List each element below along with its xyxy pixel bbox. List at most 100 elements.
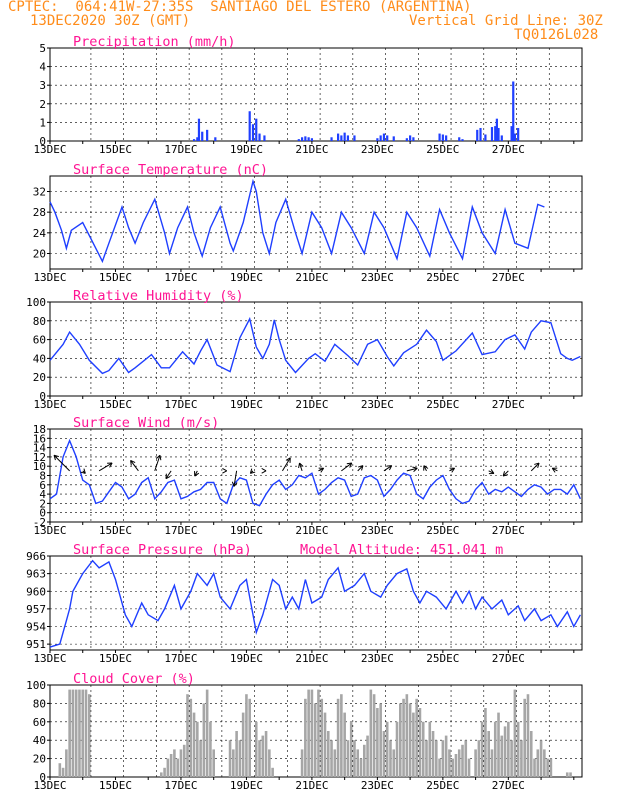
cloud-bar: [402, 698, 405, 777]
cloud-bar: [543, 749, 546, 777]
cloud-bar: [248, 698, 252, 777]
cloud-bar: [549, 758, 553, 777]
pres-xtick-label: 19DEC: [230, 652, 263, 665]
rh-ytick-label: 40: [33, 352, 46, 365]
pres-xtick-label: 13DEC: [33, 652, 66, 665]
cloud-bar: [366, 735, 369, 777]
cloud-bar: [58, 763, 62, 777]
wind-ytick-label: 2: [39, 497, 46, 510]
cloud-bar: [451, 758, 454, 777]
pres-title: Surface Pressure (hPa): [73, 542, 252, 558]
pres-xtick-label: 25DEC: [426, 652, 459, 665]
precip-bar: [479, 127, 482, 141]
cloud-bar: [330, 740, 333, 777]
cloud-bar: [169, 754, 173, 777]
cloud-bar: [313, 703, 317, 777]
precip-bar: [438, 133, 441, 141]
cloud-bar: [461, 744, 464, 777]
cloud-bar: [490, 749, 494, 777]
precip-xtick-label: 13DEC: [33, 143, 66, 156]
rh-xtick-label: 17DEC: [164, 398, 197, 411]
cloud-bar: [176, 758, 179, 777]
cloud-bar: [539, 740, 543, 777]
cloud-ytick-label: 100: [26, 679, 46, 692]
pres-xtick-label: 17DEC: [164, 652, 197, 665]
cloud-ytick-label: 0: [39, 771, 46, 784]
precip-bar: [513, 133, 516, 141]
pres-xtick-label: 23DEC: [361, 652, 394, 665]
precip-bar: [263, 135, 266, 141]
cloud-bar: [438, 758, 441, 777]
cloud-bar: [493, 721, 497, 777]
precip-bar: [386, 135, 389, 141]
temp-xtick-label: 13DEC: [33, 271, 66, 284]
temp-xtick-label: 15DEC: [99, 271, 132, 284]
cloud-bar: [78, 689, 81, 777]
precip-bar: [461, 139, 464, 141]
header-grid-note: Vertical Grid Line: 30Z: [409, 13, 603, 29]
wind-xtick-label: 27DEC: [492, 524, 525, 537]
cloud-bar: [333, 749, 337, 777]
cloud-xtick-label: 23DEC: [361, 779, 394, 792]
wind-title: Surface Wind (m/s): [73, 415, 219, 431]
temp-xtick-label: 23DEC: [361, 271, 394, 284]
cloud-bar: [173, 749, 176, 777]
cloud-ytick-label: 40: [33, 734, 46, 747]
precip-xtick-label: 17DEC: [164, 143, 197, 156]
pres-xtick-label: 15DEC: [99, 652, 132, 665]
wind-arrow-head: [53, 454, 59, 461]
pres-ytick-label: 951: [26, 638, 46, 651]
precip-ytick-label: 4: [39, 61, 46, 74]
cloud-bar: [569, 772, 572, 777]
cloud-bar: [212, 749, 215, 777]
cloud-bar: [362, 744, 366, 777]
cloud-bar: [516, 721, 520, 777]
cloud-bar: [385, 721, 389, 777]
cloud-ytick-label: 20: [33, 753, 46, 766]
cloud-bar: [376, 708, 379, 777]
temp-series-line: [49, 178, 545, 264]
cloud-bar: [326, 731, 330, 777]
wind-arrow-head: [130, 459, 136, 466]
cloud-bar: [87, 694, 91, 777]
cloud-bar: [61, 767, 65, 777]
cloud-ytick-label: 60: [33, 716, 46, 729]
cloud-bar: [232, 749, 235, 777]
cloud-bar: [84, 689, 88, 777]
pres-xtick-label: 27DEC: [492, 652, 525, 665]
precip-bar: [196, 137, 199, 141]
wind-ytick-label: -2: [33, 516, 46, 529]
wind-ytick-label: 12: [33, 451, 46, 464]
precip-bar: [346, 135, 350, 141]
cloud-bar: [65, 749, 68, 777]
rh-series-line: [49, 316, 581, 375]
cloud-bar: [369, 689, 373, 777]
cloud-xtick-label: 27DEC: [492, 779, 525, 792]
wind-arrow-head: [298, 462, 304, 469]
cloud-bar: [202, 703, 206, 777]
cloud-bar: [238, 740, 242, 777]
precip-xtick-label: 25DEC: [426, 143, 459, 156]
cloud-bar: [304, 698, 307, 777]
pres-frame: [49, 555, 583, 651]
precip-bar: [445, 135, 448, 141]
cloud-bar: [444, 735, 448, 777]
cloud-bar: [399, 703, 402, 777]
wind-arrow-head: [285, 457, 291, 463]
wind-ytick-label: 8: [39, 470, 46, 483]
wind-arrow: [154, 455, 161, 472]
rh-ytick-label: 80: [33, 315, 46, 328]
precip-bar: [484, 134, 487, 141]
cloud-bar: [228, 740, 232, 777]
wind-arrow-head: [551, 467, 558, 473]
cloud-bar: [359, 758, 363, 777]
cloud-bar: [166, 758, 170, 777]
cloud-bar: [513, 689, 517, 777]
cloud-bar: [392, 749, 396, 777]
cloud-bar: [529, 731, 533, 777]
precip-xtick-label: 23DEC: [361, 143, 394, 156]
cloud-bar: [81, 689, 85, 777]
cloud-bar: [320, 698, 324, 777]
wind-arrow: [282, 457, 291, 472]
precip-xtick-label: 15DEC: [99, 143, 132, 156]
